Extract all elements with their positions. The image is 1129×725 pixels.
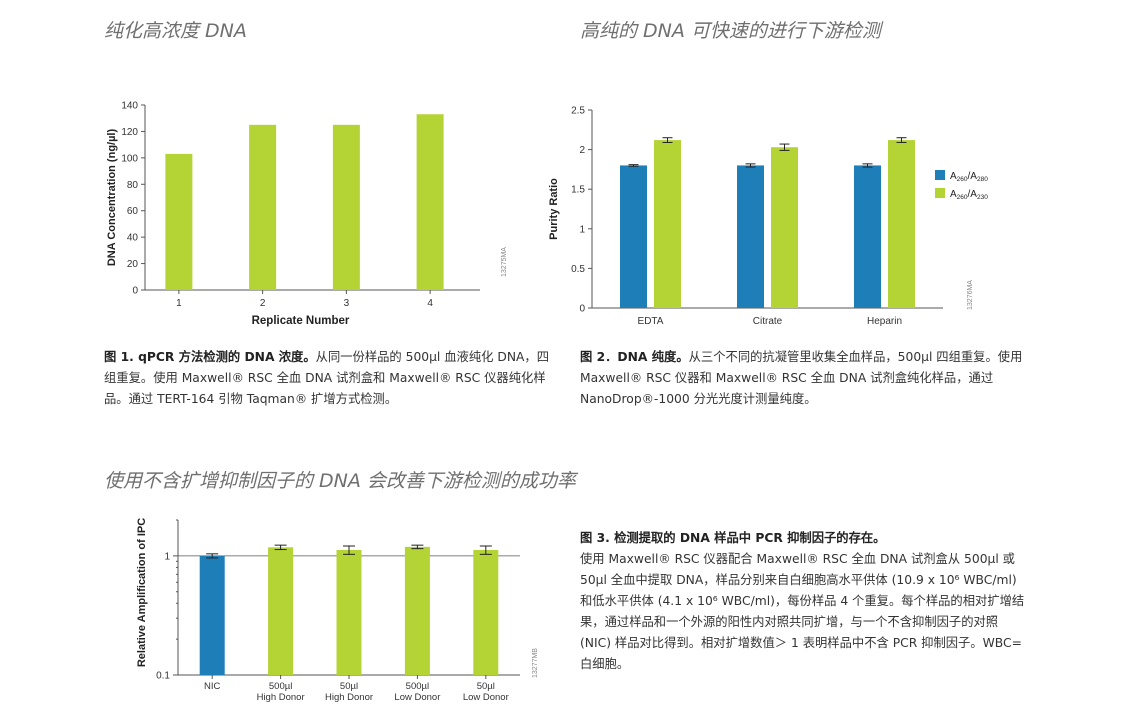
x-tick-label: 50µl <box>477 681 495 692</box>
y-tick-label: 20 <box>127 259 139 270</box>
x-tick-label: NIC <box>204 681 221 692</box>
x-tick-label: Heparin <box>867 316 902 327</box>
x-tick-label: High Donor <box>257 692 305 703</box>
caption-figure-1-title: 图 1. qPCR 方法检测的 DNA 浓度。 <box>104 350 316 364</box>
y-axis-title: Relative Amplification of IPC <box>136 518 148 667</box>
bar-500µl-high-donor <box>268 547 294 675</box>
legend-label-2: A260/A230 <box>950 189 988 201</box>
x-tick-label: Low Donor <box>394 692 440 703</box>
caption-figure-3-body: 使用 Maxwell® RSC 仪器配合 Maxwell® RSC 全血 DNA… <box>580 552 1025 671</box>
y-tick-label: 0 <box>579 304 585 315</box>
x-tick-label: High Donor <box>325 692 373 703</box>
y-tick-label: 0 <box>132 286 138 297</box>
bar-replicate-1 <box>165 153 193 290</box>
legend-swatch <box>935 188 945 198</box>
caption-figure-2-title: 图 2．DNA 纯度。 <box>580 350 689 364</box>
y-tick-label: 60 <box>127 206 139 217</box>
heading-purity: 高纯的 DNA 可快速的进行下游检测 <box>580 20 881 42</box>
y-tick-label: 80 <box>127 180 139 191</box>
figure-code: 13275MA <box>501 247 508 277</box>
x-tick-label: 4 <box>427 298 433 309</box>
legend-text: A <box>950 189 957 200</box>
legend-subscript: 260 <box>957 176 968 183</box>
bar-500µl-low-donor <box>404 546 430 675</box>
bar-50µl-low-donor <box>473 549 499 675</box>
y-tick-label: 0.5 <box>571 264 585 275</box>
bar-replicate-2 <box>249 124 277 290</box>
chart-dna-concentration: 0 20 40 60 80 100 120 140 1 2 3 4 Replicate Number DN… <box>106 101 508 328</box>
x-tick-label: 3 <box>344 298 350 309</box>
bar-replicate-4 <box>416 114 444 290</box>
y-tick-label: 140 <box>121 101 138 112</box>
bar-edta-series-2 <box>654 140 681 308</box>
bar-replicate-3 <box>332 124 360 290</box>
y-tick-label: 100 <box>121 153 138 164</box>
bar-citrate-series-1 <box>737 165 764 308</box>
legend-label-1: A260/A280 <box>950 171 988 183</box>
y-tick-label: 2.5 <box>571 106 585 117</box>
y-tick-label: 40 <box>127 233 139 244</box>
x-tick-label: EDTA <box>638 316 664 327</box>
legend-subscript: 230 <box>977 194 988 201</box>
bar-edta-series-1 <box>620 165 647 308</box>
bar-citrate-series-2 <box>771 147 798 308</box>
x-tick-label: 500µl <box>406 681 429 692</box>
x-tick-label: 500µl <box>269 681 292 692</box>
y-tick-label: 1 <box>579 224 585 235</box>
heading-purify-dna: 纯化高浓度 DNA <box>104 20 247 42</box>
caption-figure-2: 图 2．DNA 纯度。从三个不同的抗凝管里收集全血样品，500µl 四组重复。使… <box>580 347 1030 410</box>
caption-figure-1-body: 从同一份样品的 500µl 血液纯化 DNA，四组重复。使用 Maxwell® … <box>104 350 550 406</box>
x-axis-title: Replicate Number <box>252 315 350 327</box>
x-tick-label: 1 <box>176 298 182 309</box>
bar-heparin-series-2 <box>888 140 915 308</box>
legend-subscript: 260 <box>957 194 968 201</box>
chart-purity-ratio: 0 0.5 1 1.5 2 2.5 EDTA Citrate Heparin Purity Rat… <box>548 106 988 328</box>
y-axis-title: DNA Concentration (ng/µl) <box>106 129 118 267</box>
x-tick-label: Citrate <box>753 316 783 327</box>
bar-50µl-high-donor <box>336 549 362 675</box>
figure-code: 13276MA <box>967 280 974 310</box>
legend-text: /A <box>968 171 978 182</box>
legend-text: /A <box>968 189 978 200</box>
y-tick-label: 1 <box>164 551 170 562</box>
y-axis-title: Purity Ratio <box>548 178 560 240</box>
caption-figure-1: 图 1. qPCR 方法检测的 DNA 浓度。从同一份样品的 500µl 血液纯… <box>104 347 559 410</box>
y-tick-label: 120 <box>121 127 138 138</box>
legend-swatch <box>935 170 945 180</box>
heading-inhibitor-free: 使用不含扩增抑制因子的 DNA 会改善下游检测的成功率 <box>104 470 576 492</box>
x-tick-label: Low Donor <box>463 692 509 703</box>
bar-heparin-series-1 <box>854 165 881 308</box>
legend-subscript: 280 <box>977 176 988 183</box>
y-tick-label: 2 <box>579 145 585 156</box>
caption-figure-3: 图 3. 检测提取的 DNA 样品中 PCR 抑制因子的存在。使用 Maxwel… <box>580 528 1030 675</box>
x-tick-label: 2 <box>260 298 266 309</box>
figure-code: 13277MB <box>532 648 539 678</box>
caption-figure-3-title: 图 3. 检测提取的 DNA 样品中 PCR 抑制因子的存在。 <box>580 531 886 545</box>
caption-figure-2-body: 从三个不同的抗凝管里收集全血样品，500µl 四组重复。使用 Maxwell® … <box>580 350 1023 406</box>
y-tick-label: 0.1 <box>156 671 170 682</box>
x-tick-label: 50µl <box>340 681 358 692</box>
bar-nic <box>199 555 225 675</box>
legend-text: A <box>950 171 957 182</box>
y-tick-label: 1.5 <box>571 185 585 196</box>
